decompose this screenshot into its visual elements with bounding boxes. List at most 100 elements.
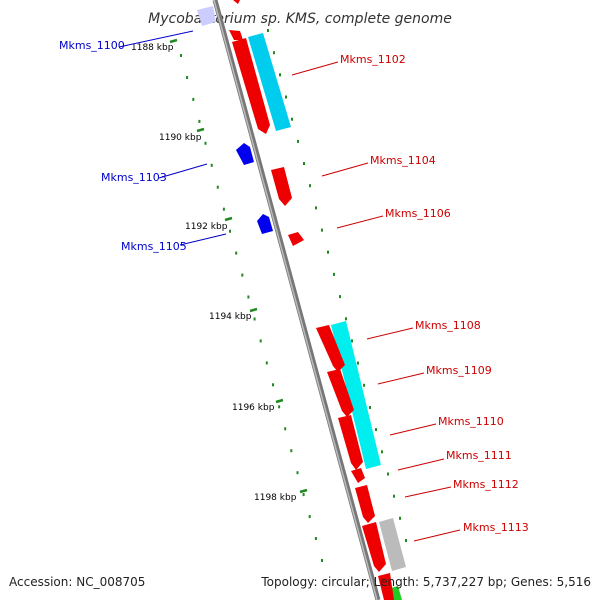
scale-label: 1196 kbp [232, 403, 275, 413]
gene-label[interactable]: Mkms_1112 [453, 478, 519, 491]
gene-label[interactable]: Mkms_1109 [426, 364, 492, 377]
tick-dot [303, 162, 305, 165]
tick-dot [381, 450, 383, 454]
tick-dot [308, 515, 311, 519]
tick-dot [399, 516, 401, 520]
tick-dot [273, 51, 275, 55]
gene-label[interactable]: Mkms_1102 [340, 53, 406, 66]
gene-arrow-mkms-1113[interactable] [362, 522, 386, 572]
label-leaders-plus [291, 61, 461, 542]
tick-dot [192, 97, 195, 101]
tick-dot [351, 339, 353, 343]
tick-dot [315, 206, 317, 210]
tick-dot [375, 428, 377, 432]
feature-blast-hit[interactable] [331, 321, 381, 469]
scale-tick [275, 398, 284, 404]
tick-dot [405, 539, 407, 542]
feature-blast-hit[interactable] [248, 33, 291, 131]
tick-dot [363, 383, 365, 387]
tick-dot [222, 207, 225, 211]
gene-arrow-mkms-1112[interactable] [355, 485, 375, 523]
gene-arrow-mkms-1108[interactable] [316, 325, 345, 372]
gene-arrow-mkms-1105[interactable] [257, 214, 273, 234]
tick-dot [309, 184, 311, 188]
gene-arrow-mkms-1110[interactable] [338, 415, 363, 470]
tick-dot [247, 295, 250, 299]
tick-dot [333, 272, 335, 276]
tick-dot [253, 317, 256, 321]
gene-arrow[interactable] [229, 30, 243, 40]
gene-label[interactable]: Mkms_1104 [370, 154, 436, 167]
tick-dot [259, 339, 262, 343]
gene-label[interactable]: Mkms_1106 [385, 207, 451, 220]
gene-arrow-mkms-1104[interactable] [271, 167, 292, 206]
tick-dot [290, 449, 293, 453]
gene-arrow-mkms-1102[interactable] [232, 38, 270, 134]
gene-label[interactable]: Mkms_1103 [101, 171, 167, 184]
gene-arrow[interactable] [233, 0, 240, 4]
gene-label[interactable]: Mkms_1111 [446, 449, 512, 462]
gene-label[interactable]: Mkms_1100 [59, 39, 125, 52]
tick-dot [216, 185, 219, 189]
outer-tick-track [267, 29, 407, 542]
tick-dot [327, 250, 329, 254]
tick-dot [357, 361, 359, 365]
tick-dot [393, 494, 395, 498]
tick-dot [314, 537, 317, 540]
tick-dot [296, 471, 299, 475]
scale-label: 1192 kbp [185, 222, 228, 232]
tick-dot [198, 119, 201, 123]
gene-label[interactable]: Mkms_1110 [438, 415, 504, 428]
map-title: Mycobacterium sp. KMS, complete genome [148, 11, 452, 27]
gene-arrow-mkms-1111[interactable] [351, 468, 365, 483]
scale-label: 1198 kbp [254, 493, 297, 503]
scale-label: 1194 kbp [209, 312, 252, 322]
genome-backbone [212, 0, 381, 600]
tick-dot [321, 559, 323, 562]
tick-dot [180, 54, 182, 57]
tick-dot [345, 317, 347, 321]
feature-blast-hit[interactable] [379, 518, 406, 571]
gene-arrow-mkms-1106[interactable] [288, 232, 304, 246]
scale-tick [169, 38, 178, 44]
tick-dot [321, 228, 323, 232]
gene-label[interactable]: Mkms_1108 [415, 319, 481, 332]
tick-dot [272, 383, 274, 387]
tick-dot [302, 493, 305, 497]
tick-dot [278, 405, 281, 409]
label-leaders-minus [118, 30, 227, 246]
tick-dot [339, 295, 341, 299]
tick-dot [235, 251, 238, 255]
tick-dot [265, 361, 268, 365]
tick-dot [204, 141, 207, 145]
inner-tick-track [180, 54, 323, 562]
genome-backbone-highlight [213, 0, 378, 600]
scale-label: 1190 kbp [159, 133, 202, 143]
scale-ticks [169, 38, 308, 494]
topology-label: Topology: circular; Length: 5,737,227 bp… [261, 575, 591, 589]
tick-dot [297, 139, 299, 143]
tick-dot [291, 117, 293, 121]
tick-dot [267, 29, 269, 32]
tick-dot [387, 472, 389, 476]
scale-tick [196, 127, 205, 133]
gene-label[interactable]: Mkms_1105 [121, 240, 187, 253]
scale-tick [249, 307, 258, 313]
gene-arrow[interactable] [378, 573, 394, 600]
tick-dot [284, 427, 287, 431]
tick-dot [369, 406, 371, 409]
tick-dot [229, 229, 231, 233]
tick-dot [186, 76, 189, 79]
tick-dot [210, 163, 213, 167]
gene-arrow-mkms-1109[interactable] [327, 369, 354, 417]
scale-label: 1188 kbp [131, 43, 174, 53]
accession-label: Accession: NC_008705 [9, 575, 146, 589]
tick-dot [241, 273, 244, 277]
scale-tick [224, 216, 233, 222]
scale-tick [299, 488, 308, 494]
feature-faded [197, 6, 216, 26]
tick-dot [285, 95, 287, 99]
gene-arrow-mkms-1103[interactable] [236, 143, 254, 165]
gene-label[interactable]: Mkms_1113 [463, 521, 529, 534]
